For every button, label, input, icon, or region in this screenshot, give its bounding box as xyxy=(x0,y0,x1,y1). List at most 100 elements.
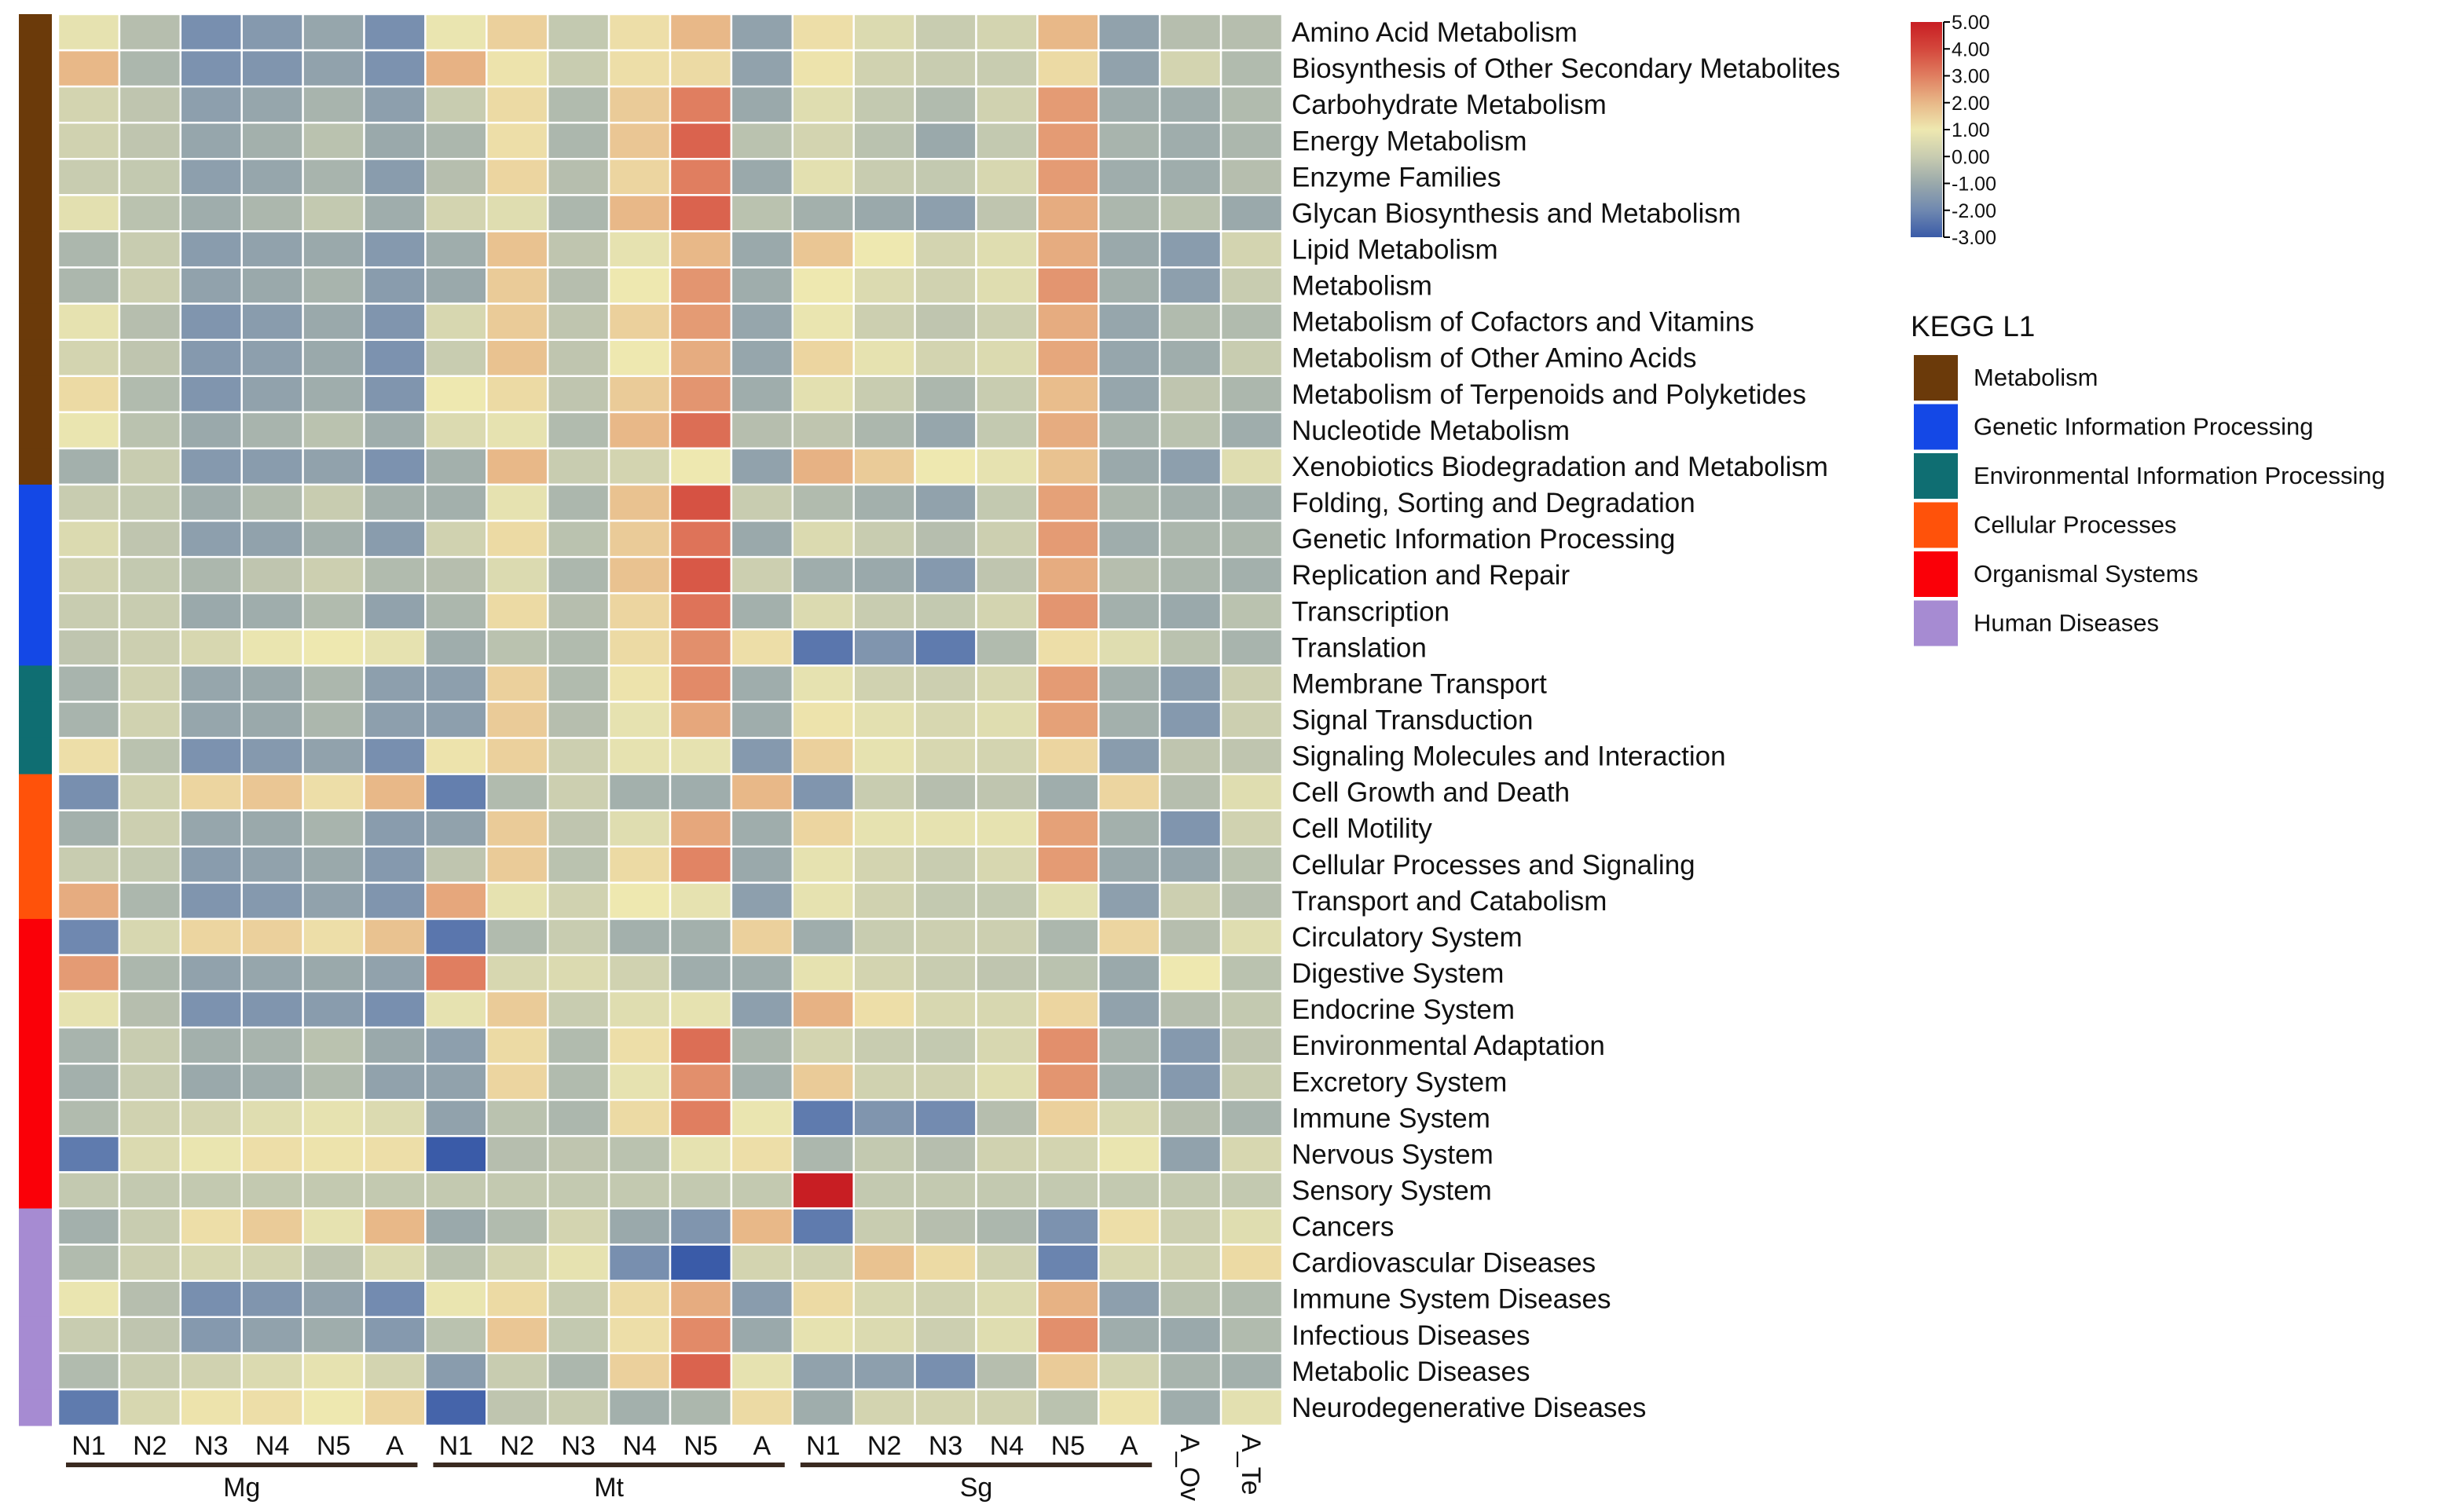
heatmap-cell xyxy=(57,1316,121,1355)
heatmap-cell xyxy=(302,628,365,667)
heatmap-cell xyxy=(669,1207,733,1246)
heatmap-cell xyxy=(57,85,121,124)
heatmap-cell xyxy=(179,845,243,884)
legend-swatch xyxy=(1914,551,1958,597)
heatmap-cell xyxy=(57,49,121,88)
heatmap-cell xyxy=(975,773,1039,811)
row-label: Endocrine System xyxy=(1292,994,1515,1025)
heatmap-cell xyxy=(57,1207,121,1246)
heatmap-cell xyxy=(791,411,855,450)
heatmap-cell xyxy=(486,266,549,305)
heatmap-cell xyxy=(1036,1207,1100,1246)
heatmap-cell xyxy=(57,990,121,1029)
heatmap-cell xyxy=(57,773,121,811)
heatmap-cell xyxy=(914,664,977,703)
heatmap-cell xyxy=(1098,339,1161,378)
legend-item-label: Metabolism xyxy=(1974,364,2098,391)
heatmap-cell xyxy=(118,1062,182,1101)
heatmap-cell xyxy=(914,990,977,1029)
heatmap-cell xyxy=(240,411,304,450)
heatmap-cell xyxy=(669,1062,733,1101)
color-scale-tick-label: 1.00 xyxy=(1952,119,1990,141)
heatmap-cell xyxy=(1036,990,1100,1029)
heatmap-cell xyxy=(424,881,488,921)
heatmap-cell xyxy=(669,519,733,558)
heatmap-cell xyxy=(914,266,977,305)
heatmap-cell xyxy=(1098,1243,1161,1282)
heatmap-cell xyxy=(1098,881,1161,921)
heatmap-cell xyxy=(302,1062,365,1101)
heatmap-cell xyxy=(424,1352,488,1391)
heatmap-cell xyxy=(1219,85,1284,124)
heatmap-cell xyxy=(486,121,549,160)
heatmap-cell xyxy=(118,1171,182,1210)
heatmap-cell xyxy=(607,990,672,1029)
row-label: Immune System Diseases xyxy=(1292,1284,1611,1315)
heatmap-cell xyxy=(791,1280,855,1319)
heatmap-cell xyxy=(179,1207,243,1246)
heatmap-cell xyxy=(240,302,304,341)
row-labels: Amino Acid Metabolism Biosynthesis of Oth… xyxy=(1292,17,1840,1423)
row-label: Xenobiotics Biodegradation and Metabolis… xyxy=(1292,452,1828,482)
heatmap-cell xyxy=(669,411,733,450)
column-label: N3 xyxy=(561,1431,595,1461)
heatmap-cell xyxy=(1098,483,1161,522)
heatmap-cell xyxy=(852,1135,916,1173)
heatmap-cell xyxy=(363,1388,427,1427)
heatmap-cell xyxy=(118,773,182,811)
heatmap-cell xyxy=(730,1243,794,1282)
heatmap-cell xyxy=(1158,701,1222,739)
heatmap-cell xyxy=(1098,375,1161,414)
category-bar-segment xyxy=(19,123,52,159)
heatmap-cell xyxy=(1158,158,1222,196)
heatmap-cell xyxy=(1036,917,1100,957)
heatmap-cell xyxy=(1219,483,1284,522)
heatmap-cell xyxy=(1158,375,1222,414)
heatmap-cell xyxy=(424,158,488,196)
heatmap-cell xyxy=(669,773,733,811)
heatmap-cell xyxy=(791,13,855,52)
column-label: A xyxy=(753,1431,772,1461)
column-label: N2 xyxy=(133,1431,167,1461)
heatmap-cell xyxy=(607,555,672,595)
heatmap-cell xyxy=(57,917,121,957)
heatmap-cell xyxy=(302,1316,365,1355)
heatmap-cell xyxy=(240,1316,304,1355)
heatmap-cell xyxy=(1098,519,1161,558)
heatmap-cell xyxy=(975,1135,1039,1173)
heatmap-cell xyxy=(669,1352,733,1391)
heatmap-cell xyxy=(486,809,549,848)
heatmap-cell xyxy=(486,555,549,595)
heatmap-cell xyxy=(1158,591,1222,631)
group-label: Sg xyxy=(960,1473,993,1503)
column-label: A_Te xyxy=(1236,1434,1266,1496)
heatmap-cell xyxy=(486,483,549,522)
heatmap-cell xyxy=(1219,990,1284,1029)
heatmap-cell xyxy=(975,339,1039,378)
row-label: Replication and Repair xyxy=(1292,560,1570,591)
row-label: Translation xyxy=(1292,632,1427,663)
heatmap-cell xyxy=(424,701,488,739)
heatmap-cell xyxy=(1098,628,1161,667)
heatmap-cell xyxy=(486,881,549,921)
column-label: N1 xyxy=(806,1431,840,1461)
heatmap-cell xyxy=(486,1135,549,1173)
heatmap-cell xyxy=(546,1099,610,1137)
heatmap-cell xyxy=(546,1062,610,1101)
heatmap-cell xyxy=(914,13,977,52)
heatmap-cell xyxy=(1158,990,1222,1029)
heatmap-cell xyxy=(57,881,121,921)
category-bar-segment xyxy=(19,774,52,811)
heatmap-cell xyxy=(791,447,855,486)
heatmap-cell xyxy=(607,809,672,848)
heatmap-cell xyxy=(302,1280,365,1319)
heatmap-cell xyxy=(363,411,427,450)
heatmap-cell xyxy=(607,1352,672,1391)
heatmap-cell xyxy=(179,49,243,88)
heatmap-cell xyxy=(669,1388,733,1427)
heatmap-cell xyxy=(486,1316,549,1355)
category-bar-segment xyxy=(19,846,52,884)
heatmap-cell xyxy=(486,990,549,1029)
heatmap-cell xyxy=(118,85,182,124)
heatmap-cell xyxy=(363,375,427,414)
